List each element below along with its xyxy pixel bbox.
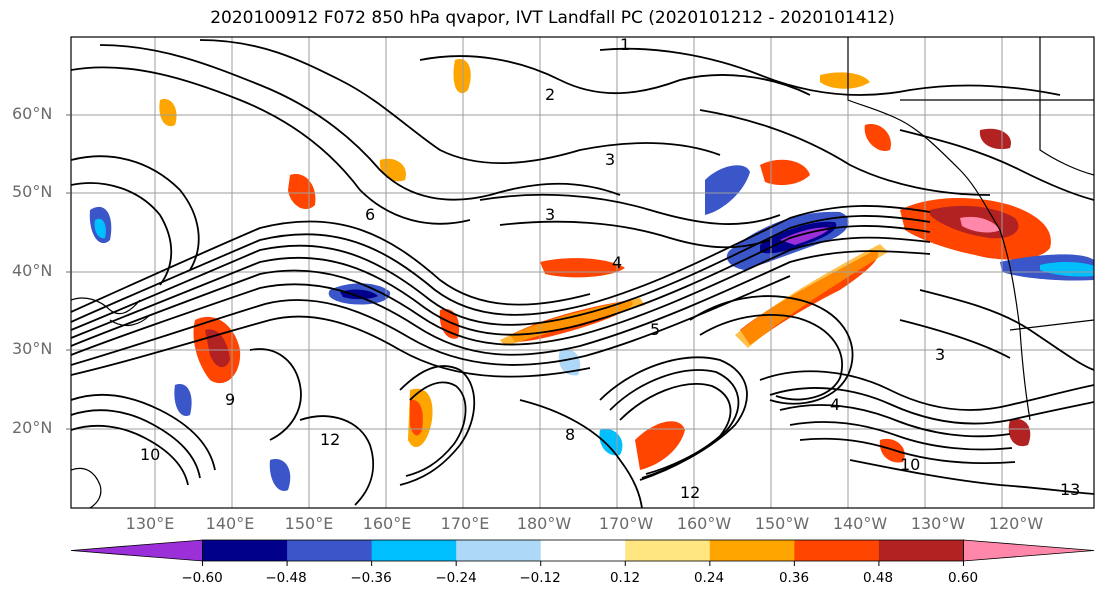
positive-anomaly-peak xyxy=(960,216,1000,233)
lon-label: 180°W xyxy=(516,514,572,533)
colorbar-segment xyxy=(371,540,457,561)
colorbar-outline xyxy=(202,539,964,562)
lon-label: 160°E xyxy=(362,514,412,533)
colorbar-tick-label: 0.48 xyxy=(862,570,894,586)
lon-label: 160°W xyxy=(676,514,732,533)
lat-label: 60°N xyxy=(12,104,53,123)
lon-label: 140°W xyxy=(832,514,888,533)
colorbar-segment xyxy=(878,540,964,561)
contour-label: 3 xyxy=(545,205,555,224)
lon-label: 130°W xyxy=(910,514,966,533)
contour-label: 12 xyxy=(680,483,700,502)
colorbar-segment xyxy=(963,539,1095,562)
colorbar-tick-label: 0.36 xyxy=(778,570,810,586)
colorbar-segment xyxy=(456,540,542,561)
contour-label: 1 xyxy=(620,35,630,54)
colorbar-tick-label: −0.12 xyxy=(519,570,561,586)
lat-label: 30°N xyxy=(12,339,53,358)
colorbar-segment xyxy=(794,540,880,561)
contour-label: 13 xyxy=(1060,480,1080,499)
lat-label: 20°N xyxy=(12,418,53,437)
lon-label: 150°E xyxy=(284,514,334,533)
contour-labels: 2 1 3 6 4 5 12 10 8 13 9 3 12 10 3 4 xyxy=(140,35,1080,502)
lat-label: 50°N xyxy=(12,182,53,201)
contour-label: 6 xyxy=(365,205,375,224)
contour-label: 3 xyxy=(605,150,615,169)
colorbar-tick-label: −0.36 xyxy=(350,570,392,586)
colorbar-tick-label: −0.24 xyxy=(435,570,477,586)
colorbar-tick-label: −0.60 xyxy=(181,570,223,586)
contour-label: 4 xyxy=(830,395,840,414)
colorbar-segment xyxy=(202,540,288,561)
lon-label: 120°W xyxy=(988,514,1044,533)
contour-label: 5 xyxy=(650,320,660,339)
contour-label: 2 xyxy=(545,85,555,104)
map-title: 2020100912 F072 850 hPa qvapor, IVT Land… xyxy=(210,8,895,28)
colorbar-segment xyxy=(709,540,795,561)
colorbar-tick-label: −0.48 xyxy=(265,570,307,586)
colorbar-tick-label: 0.12 xyxy=(609,570,641,586)
lon-label: 150°W xyxy=(754,514,810,533)
coastlines xyxy=(71,37,1094,508)
contour-label: 4 xyxy=(612,253,622,272)
contour-label: 12 xyxy=(320,430,340,449)
ivt-contours xyxy=(71,39,1094,508)
negative-anomaly-peak xyxy=(780,227,830,245)
contour-label: 9 xyxy=(225,390,235,409)
colorbar-tick-label: 0.60 xyxy=(947,570,979,586)
colorbar-segment xyxy=(287,540,373,561)
contour-label: 10 xyxy=(140,445,160,464)
contour-label: 3 xyxy=(935,345,945,364)
lon-label: 140°E xyxy=(205,514,255,533)
contour-label: 8 xyxy=(565,425,575,444)
axis-ticks xyxy=(66,114,71,430)
colorbar-segment xyxy=(70,539,203,562)
colorbar xyxy=(70,539,1095,566)
lon-label: 170°E xyxy=(440,514,490,533)
lon-label: 130°E xyxy=(125,514,175,533)
colorbar-segment xyxy=(625,540,711,561)
contour-label: 10 xyxy=(900,455,920,474)
colorbar-tick-label: 0.24 xyxy=(693,570,725,586)
lon-label: 170°W xyxy=(598,514,654,533)
colorbar-segment xyxy=(540,540,626,561)
lat-label: 40°N xyxy=(12,261,53,280)
